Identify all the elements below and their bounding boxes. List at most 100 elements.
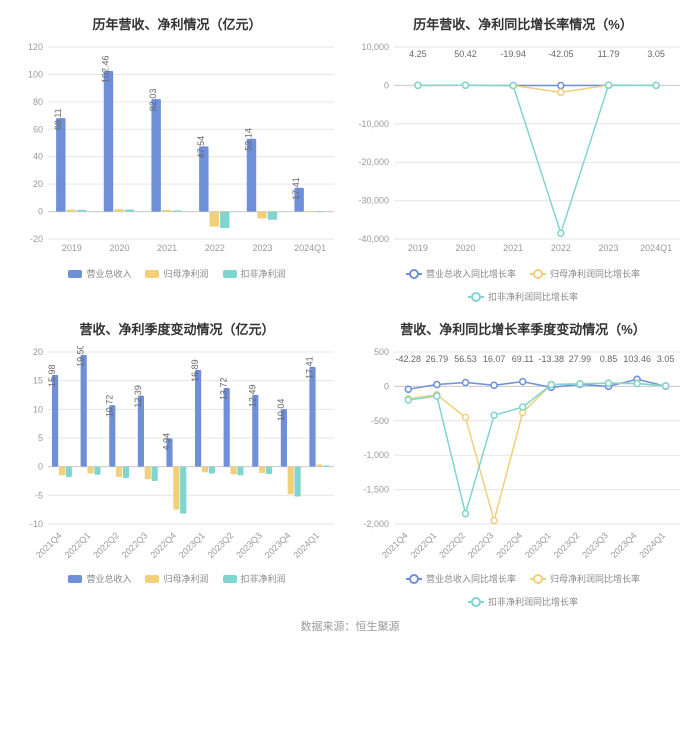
- svg-text:2019: 2019: [408, 243, 428, 253]
- panel-annual-bar: 历年营收、净利情况（亿元） -2002040608010012068.11102…: [10, 10, 344, 303]
- svg-text:26.79: 26.79: [426, 354, 449, 364]
- svg-text:2023Q3: 2023Q3: [234, 530, 264, 560]
- legend-item: 扣非净利润同比增长率: [468, 290, 578, 303]
- svg-text:102.46: 102.46: [100, 56, 110, 84]
- svg-text:2022Q3: 2022Q3: [120, 530, 150, 560]
- legend-item: 营业总收入: [68, 267, 131, 280]
- svg-text:12.49: 12.49: [247, 385, 257, 408]
- panel-annual-growth-line: 历年营收、净利同比增长率情况（%） -40,000 -30,000 -20,000 -…: [356, 10, 690, 303]
- svg-text:-19.94: -19.94: [500, 49, 526, 59]
- svg-text:-13.38: -13.38: [539, 354, 565, 364]
- chart-annual-growth-line: -40,000-30,000-20,000-10,000010,0004.255…: [356, 41, 690, 261]
- svg-text:20: 20: [33, 179, 43, 189]
- svg-text:2023Q2: 2023Q2: [206, 530, 236, 560]
- svg-text:2023: 2023: [252, 243, 272, 253]
- panel-quarterly-bar: 营收、净利季度变动情况（亿元） -10-50510152015.9819.501…: [10, 315, 344, 608]
- legend-item: 扣非净利润: [223, 572, 286, 585]
- chart-title: 历年营收、净利同比增长率情况（%）: [356, 14, 690, 33]
- legend: 营业总收入 归母净利润 扣非净利润: [10, 267, 344, 280]
- svg-text:-1,500: -1,500: [363, 485, 389, 495]
- svg-text:15.98: 15.98: [47, 365, 57, 388]
- svg-text:82.03: 82.03: [148, 89, 158, 112]
- legend-item: 营业总收入同比增长率: [406, 267, 516, 280]
- svg-text:2022: 2022: [205, 243, 225, 253]
- svg-text:-20,000: -20,000: [358, 157, 389, 167]
- svg-text:68.11: 68.11: [53, 108, 63, 130]
- svg-text:40: 40: [33, 152, 43, 162]
- svg-text:56.53: 56.53: [454, 354, 477, 364]
- legend-item: 归母净利润: [145, 572, 208, 585]
- svg-text:16.07: 16.07: [483, 354, 506, 364]
- svg-text:12.39: 12.39: [133, 385, 143, 408]
- svg-text:-40,000: -40,000: [358, 234, 389, 244]
- svg-text:47.54: 47.54: [196, 136, 206, 159]
- chart-quarterly-bar: -10-50510152015.9819.5010.7212.394.9416.…: [10, 346, 344, 566]
- svg-text:-42.28: -42.28: [396, 354, 422, 364]
- svg-text:2022Q4: 2022Q4: [494, 530, 524, 560]
- legend-item: 归母净利润: [145, 267, 208, 280]
- svg-text:2023: 2023: [598, 243, 618, 253]
- svg-text:3.05: 3.05: [647, 49, 665, 59]
- svg-text:80: 80: [33, 97, 43, 107]
- svg-text:2022Q3: 2022Q3: [466, 530, 496, 560]
- svg-text:-2,000: -2,000: [363, 519, 389, 529]
- legend-item: 营业总收入: [68, 572, 131, 585]
- svg-text:2022: 2022: [551, 243, 571, 253]
- svg-text:2023Q1: 2023Q1: [177, 530, 207, 560]
- svg-text:50.42: 50.42: [454, 49, 477, 59]
- svg-text:2024Q1: 2024Q1: [291, 530, 321, 560]
- svg-text:2022Q1: 2022Q1: [409, 530, 439, 560]
- chart-quarterly-growth-line: -2,000-1,500-1,000-5000500-42.2826.7956.…: [356, 346, 690, 566]
- svg-text:4.94: 4.94: [161, 433, 171, 451]
- svg-text:10: 10: [33, 404, 43, 414]
- svg-text:120: 120: [28, 42, 43, 52]
- svg-text:10,000: 10,000: [361, 42, 389, 52]
- svg-text:-30,000: -30,000: [358, 196, 389, 206]
- svg-text:0: 0: [384, 80, 389, 90]
- svg-text:16.89: 16.89: [190, 359, 200, 382]
- svg-text:2024Q1: 2024Q1: [640, 243, 672, 253]
- svg-text:27.99: 27.99: [569, 354, 592, 364]
- svg-text:3.05: 3.05: [657, 354, 675, 364]
- svg-text:5: 5: [38, 433, 43, 443]
- svg-text:11.79: 11.79: [598, 49, 620, 59]
- svg-text:100: 100: [28, 69, 43, 79]
- svg-text:15: 15: [33, 376, 43, 386]
- legend-item: 扣非净利润: [223, 267, 286, 280]
- svg-text:2019: 2019: [62, 243, 82, 253]
- svg-text:2023Q2: 2023Q2: [552, 530, 582, 560]
- svg-text:103.46: 103.46: [623, 354, 651, 364]
- svg-text:17.41: 17.41: [304, 356, 314, 379]
- svg-text:0: 0: [384, 381, 389, 391]
- svg-text:-20: -20: [30, 234, 43, 244]
- svg-text:2022Q2: 2022Q2: [91, 530, 121, 560]
- svg-text:0: 0: [38, 207, 43, 217]
- svg-text:13.72: 13.72: [219, 377, 229, 400]
- legend: 营业总收入 归母净利润 扣非净利润: [10, 572, 344, 585]
- svg-text:2021: 2021: [503, 243, 523, 253]
- svg-text:2020: 2020: [109, 243, 129, 253]
- svg-text:2020: 2020: [455, 243, 475, 253]
- legend-item: 归母净利润同比增长率: [530, 572, 640, 585]
- legend: 营业总收入同比增长率 归母净利润同比增长率扣非净利润同比增长率: [356, 267, 690, 303]
- svg-text:19.50: 19.50: [76, 346, 86, 367]
- data-source: 数据来源：恒生聚源: [10, 618, 690, 634]
- svg-text:2024Q1: 2024Q1: [294, 243, 326, 253]
- svg-text:2022Q2: 2022Q2: [437, 530, 467, 560]
- svg-text:500: 500: [374, 347, 389, 357]
- svg-text:-1,000: -1,000: [363, 450, 389, 460]
- svg-text:-5: -5: [35, 490, 43, 500]
- svg-text:2024Q1: 2024Q1: [637, 530, 667, 560]
- svg-text:53.14: 53.14: [243, 128, 253, 151]
- svg-text:2023Q3: 2023Q3: [580, 530, 610, 560]
- svg-text:10.04: 10.04: [276, 399, 286, 422]
- svg-text:4.25: 4.25: [409, 49, 427, 59]
- svg-text:2021Q4: 2021Q4: [380, 530, 410, 560]
- svg-text:2022Q1: 2022Q1: [63, 530, 93, 560]
- legend-item: 归母净利润同比增长率: [530, 267, 640, 280]
- svg-text:17.41: 17.41: [291, 177, 301, 200]
- svg-text:0.85: 0.85: [600, 354, 618, 364]
- legend-item: 扣非净利润同比增长率: [468, 595, 578, 608]
- legend-item: 营业总收入同比增长率: [406, 572, 516, 585]
- svg-text:60: 60: [33, 124, 43, 134]
